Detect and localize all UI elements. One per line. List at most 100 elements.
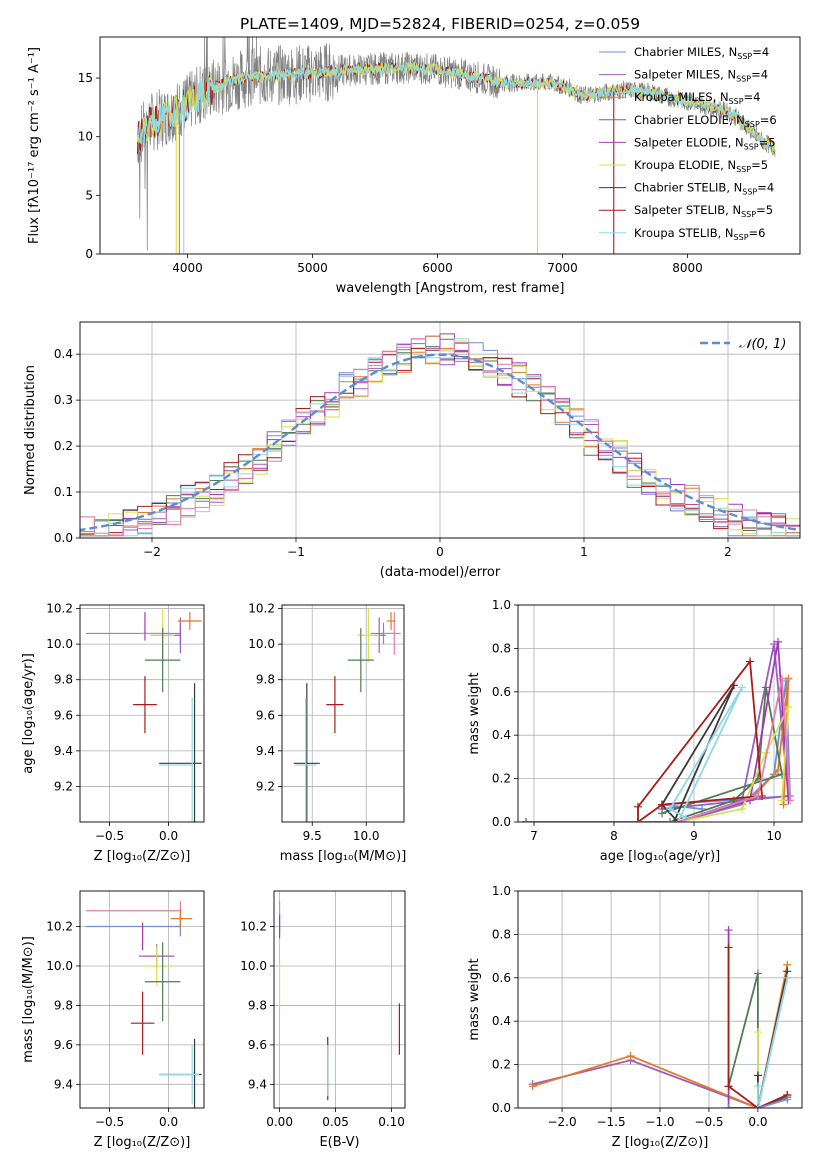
legend-entry-label: Chabrier MILES, NSSP=4 — [634, 45, 769, 61]
ebv-mass-ytick-label: 9.6 — [248, 1038, 267, 1052]
legend-entry-subscript: SSP — [744, 142, 759, 151]
mass-age-axes: 9.5 10.0 9.2 9.4 9.6 9.8 10.0 10.2 mass [log₁₀(M… — [248, 602, 406, 864]
z-age-axes: −0.5 0.0 9.2 9.4 9.6 9.8 10.0 10.2 Z [log₁₀(Z/Z⊙… — [21, 602, 204, 864]
legend-entry-subscript: SSP — [729, 97, 744, 106]
legend-entry-value: =5 — [759, 135, 776, 149]
z-weight-marker — [783, 973, 792, 982]
z-age-xtick-label: −0.5 — [95, 829, 124, 843]
residual-histogram-step — [80, 338, 800, 537]
age-weight-marker — [778, 796, 786, 805]
z-weight-xtick-label: −2.0 — [547, 1115, 576, 1129]
spectrum-ylabel: Flux [fλ10⁻¹⁷ erg cm⁻² s⁻¹ A⁻¹] — [27, 47, 42, 244]
z-mass-ytick-label: 9.6 — [54, 1038, 73, 1052]
z-weight-series — [753, 973, 792, 1108]
z-age-point — [139, 624, 164, 643]
z-age-point — [144, 628, 181, 693]
ebv-mass-xtick-label: 0.05 — [322, 1115, 349, 1129]
z-mass-point — [159, 1044, 200, 1105]
age-weight-xtick-label: 7 — [530, 829, 538, 843]
residuals-xtick-label: −1 — [287, 545, 305, 559]
residuals-xtick-label: 1 — [580, 545, 588, 559]
ebv-mass-axes: 0.00 0.05 0.10 9.4 9.6 9.8 10.0 10.2 E(B-V) — [240, 891, 405, 1150]
legend-entry-value: =5 — [751, 158, 768, 172]
legend-entry-label: Kroupa ELODIE, NSSP=5 — [634, 158, 768, 174]
z-mass-ytick-label: 10.2 — [46, 920, 73, 934]
z-mass-xtick-label: −0.5 — [95, 1115, 124, 1129]
z-weight-ytick-label: 0.2 — [492, 1058, 511, 1072]
mass-age-point — [326, 676, 344, 734]
residuals-legend-label: 𝒩(0, 1) — [739, 337, 786, 352]
age-weight-marker — [634, 818, 642, 822]
spectrum-ytick-label: 15 — [78, 71, 93, 85]
legend-entry-name: Salpeter STELIB, N — [634, 203, 741, 217]
z-weight-marker — [753, 1028, 762, 1037]
z-age-ytick-label: 9.4 — [54, 744, 73, 758]
residuals-plot-area — [80, 333, 800, 537]
z-weight-xlabel: Z [log₁₀(Z/Z⊙)] — [612, 1135, 709, 1150]
z-age-ytick-label: 9.6 — [54, 708, 73, 722]
spectrum-xtick-label: 8000 — [672, 261, 703, 275]
spectrum-xtick-label: 4000 — [172, 261, 203, 275]
z-mass-frame — [79, 890, 205, 1109]
z-age-ytick-label: 9.2 — [54, 779, 73, 793]
legend-entry-name: Chabrier ELODIE, N — [634, 113, 745, 127]
z-weight-xtick-label: −0.5 — [694, 1115, 723, 1129]
z-age-ytick-label: 10.0 — [46, 637, 73, 651]
z-weight-series-line — [757, 977, 789, 1108]
legend-entry-label: Chabrier STELIB, NSSP=4 — [634, 181, 774, 197]
z-age-frame — [79, 604, 205, 823]
z-age-ytick-label: 9.8 — [54, 673, 73, 687]
spectrum-xtick-label: 5000 — [297, 261, 328, 275]
legend-entry-subscript: SSP — [737, 52, 752, 61]
spectrum-ytick-label: 0 — [85, 247, 93, 261]
z-weight-ytick-label: 0.0 — [492, 1101, 511, 1115]
age-weight-xtick-label: 8 — [610, 829, 618, 843]
legend-entry-name: Salpeter MILES, N — [634, 68, 736, 82]
legend-entry-subscript: SSP — [736, 75, 751, 84]
z-age-point — [178, 612, 202, 630]
z-age-point — [85, 622, 181, 645]
ebv-mass-ytick-label: 10.2 — [240, 920, 267, 934]
legend-entry-label: Salpeter MILES, NSSP=4 — [634, 68, 768, 84]
age-weight-marker — [666, 818, 674, 822]
z-weight-frame — [517, 890, 803, 1109]
spectrum-axes: 4000 5000 6000 7000 8000 0 5 10 15 wavelength [An… — [27, 47, 703, 296]
legend-entry-subscript: SSP — [734, 233, 749, 242]
age-weight-marker — [522, 818, 530, 822]
ebv-mass-ytick-label: 10.0 — [240, 959, 267, 973]
mass-age-ytick-label: 9.6 — [256, 708, 275, 722]
legend-entry-subscript: SSP — [741, 210, 756, 219]
legend-entry-label: Chabrier ELODIE, NSSP=6 — [634, 113, 777, 129]
age-weight-marker — [658, 800, 666, 809]
mass-age-plot-area — [293, 608, 401, 822]
z-weight-ytick-label: 0.4 — [492, 1014, 511, 1028]
residuals-xtick-label: −2 — [143, 545, 161, 559]
age-weight-marker — [786, 796, 794, 805]
mass-age-point — [293, 683, 320, 822]
spectrum-ytick-label: 10 — [78, 130, 93, 144]
z-mass-ytick-label: 10.0 — [46, 959, 73, 973]
z-mass-point — [85, 900, 181, 921]
z-age-plot-area — [85, 608, 202, 822]
z-age-xtick-label: 0.0 — [159, 829, 178, 843]
age-weight-ytick-label: 0.8 — [492, 641, 511, 655]
residuals-ytick-label: 0.0 — [54, 531, 73, 545]
mass-age-xlabel: mass [log₁₀(M/M⊙)] — [280, 849, 407, 864]
z-weight-marker — [753, 1071, 762, 1080]
spectrum-frame — [99, 36, 801, 255]
age-weight-marker — [670, 818, 678, 822]
age-weight-marker — [778, 674, 786, 683]
legend-entry-value: =5 — [756, 203, 773, 217]
spectrum-xlabel: wavelength [Angstrom, rest frame] — [336, 281, 565, 296]
z-mass-axes: −0.5 0.0 9.4 9.6 9.8 10.0 10.2 Z [log₁₀(Z/Z⊙)] m… — [21, 891, 204, 1150]
z-mass-ytick-label: 9.8 — [54, 998, 73, 1012]
age-weight-frame — [517, 604, 803, 823]
mass-age-point — [383, 612, 401, 655]
age-weight-xlabel: age [log₁₀(age/yr)] — [600, 849, 721, 864]
age-weight-ytick-label: 0.6 — [492, 685, 511, 699]
age-weight-marker — [674, 818, 682, 822]
age-weight-xtick-label: 9 — [690, 829, 698, 843]
legend-entry-label: Salpeter STELIB, NSSP=5 — [634, 203, 773, 219]
mass-age-ytick-label: 10.0 — [248, 637, 275, 651]
